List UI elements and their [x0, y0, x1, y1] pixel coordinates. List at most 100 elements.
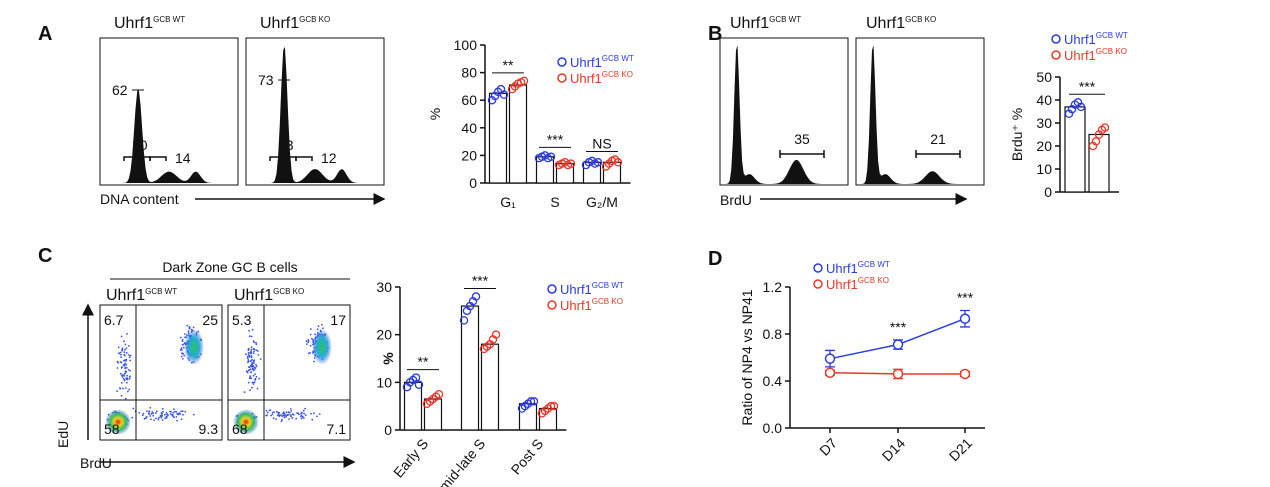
quadrant-value: 68: [232, 421, 248, 437]
density-dot: [123, 372, 126, 375]
density-dot: [150, 418, 152, 421]
label-sup: GCB KO: [592, 297, 623, 306]
label-name: Uhrf1: [560, 282, 592, 297]
density-dot: [266, 414, 268, 417]
axis-label: BrdU: [720, 192, 752, 208]
density-dot: [247, 359, 250, 361]
data-point: [593, 158, 603, 167]
label-name: Uhrf1: [260, 15, 299, 32]
density-dot: [121, 348, 124, 351]
label-with-superscript: Uhrf1GCB WT: [1064, 31, 1128, 47]
density-dot: [285, 415, 287, 418]
legend-marker: [557, 73, 567, 83]
density-dot: [247, 381, 250, 384]
density-dot: [252, 374, 255, 377]
label-with-superscript: Uhrf1GCB KO: [560, 297, 623, 313]
density-dot: [280, 414, 282, 416]
density-dot: [280, 420, 283, 423]
density-dot: [255, 341, 257, 344]
density-dot: [173, 410, 176, 413]
density-dot: [162, 410, 164, 413]
density-dot: [283, 414, 286, 417]
y-axis-label: Brdu⁺ %: [1009, 108, 1025, 161]
data-point: [434, 389, 444, 399]
y-tick-label: 0: [1044, 184, 1052, 200]
data-point: [529, 397, 539, 406]
density-dot: [120, 361, 123, 364]
density-dot: [180, 336, 182, 339]
label-with-superscript: Uhrf1GCB WT: [106, 287, 177, 304]
legend-marker: [557, 57, 567, 67]
density-dot: [301, 416, 304, 418]
density-dot: [192, 326, 195, 329]
gate-value: 21: [930, 131, 946, 147]
density-core: [184, 329, 204, 365]
bar: [480, 343, 500, 431]
label-sup: GCB WT: [145, 287, 177, 296]
label-with-superscript: Uhrf1GCB KO: [1064, 47, 1127, 63]
density-dot: [253, 341, 256, 344]
x-tick-label: Early S: [390, 436, 431, 481]
density-dot: [148, 413, 151, 416]
density-dot: [123, 364, 126, 367]
density-dot: [291, 413, 294, 415]
density-dot: [160, 412, 163, 414]
data-point: [959, 368, 971, 380]
density-dot: [254, 373, 256, 375]
density-dot: [175, 411, 178, 413]
density-dot: [161, 407, 164, 410]
x-tick-label: S: [550, 194, 559, 210]
density-dot: [131, 416, 134, 419]
density-dot: [123, 359, 125, 362]
density-dot: [250, 371, 252, 374]
y-tick-label: 20: [1036, 138, 1052, 154]
density-dot: [183, 354, 186, 357]
data-point: [411, 373, 421, 382]
density-dot: [184, 410, 187, 413]
plot-frame: [227, 304, 351, 441]
y-tick-label: 0.0: [763, 420, 783, 436]
density-dot: [313, 360, 315, 363]
density-dot: [289, 411, 291, 414]
density-dot: [177, 413, 180, 416]
density-dot: [142, 412, 145, 415]
label-sup: GCB WT: [592, 281, 624, 290]
density-dot: [181, 358, 184, 360]
density-dot: [252, 383, 255, 385]
density-dot: [124, 360, 127, 362]
label-name: Uhrf1: [730, 15, 769, 32]
density-dot: [300, 417, 303, 420]
x-tick-label: D14: [879, 435, 909, 465]
density-dot: [249, 375, 252, 378]
density-dot: [164, 417, 167, 420]
label-name: Uhrf1: [234, 287, 273, 304]
density-dot: [125, 381, 128, 384]
density-dot: [128, 388, 131, 391]
label-sup: GCB KO: [858, 276, 889, 285]
flow-title: Dark Zone GC B cells: [162, 259, 297, 275]
label-name: Uhrf1: [826, 261, 858, 276]
label-with-superscript: Uhrf1GCB KO: [826, 276, 889, 292]
density-dot: [248, 329, 251, 332]
data-point: [959, 313, 971, 324]
density-dot: [287, 411, 290, 414]
density-dot: [245, 353, 247, 356]
axis-label: DNA content: [100, 191, 179, 207]
density-dot: [124, 366, 127, 369]
data-point: [459, 316, 469, 325]
density-dot: [180, 418, 183, 420]
density-dot: [127, 354, 130, 356]
density-dot: [124, 362, 127, 365]
density-dot: [120, 394, 123, 397]
density-dot: [297, 412, 299, 415]
y-tick-label: 100: [454, 37, 478, 53]
gate-value: 35: [794, 131, 810, 147]
label-sup: GCB KO: [1096, 47, 1127, 56]
axis-label: EdU: [55, 421, 71, 448]
density-dot: [320, 324, 323, 326]
density-dot: [143, 417, 146, 420]
density-dot: [270, 414, 272, 417]
density-dot: [252, 369, 255, 372]
density-dot: [155, 410, 158, 413]
density-dot: [252, 360, 255, 363]
